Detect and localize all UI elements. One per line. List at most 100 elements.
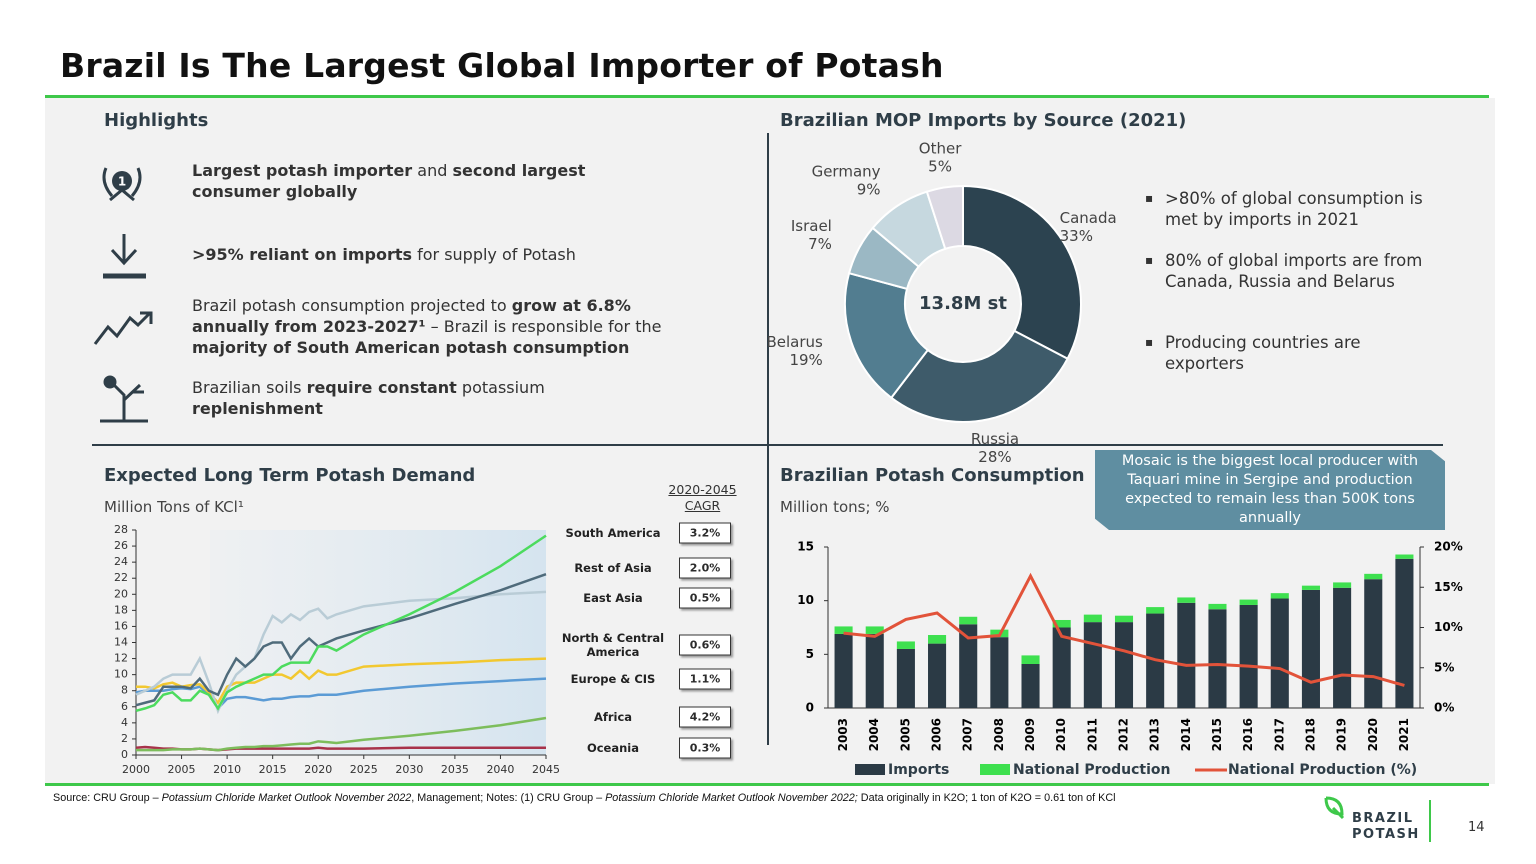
y2-tick-label: 15% bbox=[1434, 580, 1463, 594]
y-tick-label: 28 bbox=[114, 523, 128, 536]
bar bbox=[1146, 607, 1165, 614]
x-tick-label: 2004 bbox=[867, 718, 881, 751]
bar bbox=[1270, 593, 1289, 599]
x-tick-label: 2020 bbox=[1366, 718, 1380, 751]
slice-label: Canada bbox=[1060, 209, 1117, 227]
bullet: Producing countries are exporters bbox=[1145, 332, 1435, 374]
y-tick-label: 8 bbox=[121, 684, 128, 697]
x-tick-label: 2008 bbox=[992, 718, 1006, 751]
page-title: Brazil Is The Largest Global Importer of… bbox=[60, 46, 944, 85]
y-tick-label: 24 bbox=[114, 555, 128, 568]
y-tick-label: 0 bbox=[806, 701, 814, 715]
region-label: Oceania bbox=[586, 741, 640, 755]
slice-value: 28% bbox=[978, 448, 1011, 466]
bar bbox=[1301, 585, 1320, 590]
source-text: Data originally in K2O; 1 ton of K2O = 0… bbox=[857, 792, 1116, 804]
divider bbox=[45, 783, 1489, 786]
highlight-text: Brazil potash consumption projected to bbox=[192, 296, 512, 315]
donut-slice bbox=[962, 184, 1082, 361]
y2-tick-label: 10% bbox=[1434, 620, 1463, 634]
section-title: Expected Long Term Potash Demand bbox=[104, 465, 476, 486]
slice-label: Israel bbox=[791, 217, 832, 235]
highlight-text: majority of South American potash consum… bbox=[192, 338, 630, 357]
y-tick-label: 4 bbox=[121, 716, 128, 729]
y-tick-label: 20 bbox=[114, 587, 128, 600]
highlight-text: require constant bbox=[306, 378, 457, 397]
x-tick-label: 2005 bbox=[898, 718, 912, 751]
slice-value: 9% bbox=[857, 181, 881, 199]
slice-label: Germany bbox=[812, 163, 881, 181]
logo-icon bbox=[1324, 796, 1345, 820]
subtitle: Million tons; % bbox=[780, 498, 890, 516]
highlight-item: Largest potash importer and second large… bbox=[192, 160, 612, 202]
source-text: Potassium Chloride Market Outlook Novemb… bbox=[161, 792, 412, 804]
bar bbox=[1239, 599, 1258, 605]
source-text: Potassium Chloride Market Outlook Novemb… bbox=[605, 792, 858, 804]
x-tick-label: 2020 bbox=[304, 763, 332, 776]
x-tick-label: 2007 bbox=[961, 718, 975, 751]
region-label: Europe & CIS bbox=[570, 672, 656, 686]
x-tick-label: 2006 bbox=[930, 718, 944, 751]
series-line bbox=[135, 590, 547, 715]
cagr-value: 3.2% bbox=[679, 522, 731, 544]
bullet: 80% of global imports are from Canada, R… bbox=[1145, 250, 1435, 292]
y-tick-label: 14 bbox=[114, 636, 128, 649]
x-tick-label: 2015 bbox=[259, 763, 287, 776]
y-tick-label: 22 bbox=[114, 571, 128, 584]
divider bbox=[45, 95, 1489, 98]
bar bbox=[928, 635, 947, 644]
source-text: , Management; Notes: (1) CRU Group – bbox=[411, 792, 606, 804]
highlight-text: potassium bbox=[456, 378, 545, 397]
slice-value: 5% bbox=[928, 157, 952, 175]
bar bbox=[1395, 558, 1414, 708]
bar bbox=[1083, 622, 1102, 708]
highlight-item: >95% reliant on imports for supply of Po… bbox=[192, 244, 692, 265]
highlight-text: >95% reliant on imports bbox=[192, 245, 413, 264]
cagr-value: 0.6% bbox=[679, 634, 731, 656]
bar bbox=[1021, 655, 1040, 664]
bar bbox=[1333, 582, 1352, 588]
bar bbox=[1395, 554, 1414, 559]
y2-tick-label: 20% bbox=[1434, 540, 1463, 554]
y-tick-label: 26 bbox=[114, 539, 128, 552]
series-line bbox=[135, 534, 547, 713]
x-tick-label: 2014 bbox=[1179, 718, 1193, 751]
cagr-value: 4.2% bbox=[679, 706, 731, 728]
x-tick-label: 2010 bbox=[213, 763, 241, 776]
slice-value: 19% bbox=[789, 351, 822, 369]
slice-label: Other bbox=[919, 139, 962, 157]
bar bbox=[834, 633, 853, 708]
highlight-text: Brazilian soils bbox=[192, 378, 307, 397]
cagr-header: 2020-2045 CAGR bbox=[668, 482, 737, 513]
bar bbox=[896, 648, 915, 708]
bullet: >80% of global consumption is met by imp… bbox=[1145, 188, 1435, 230]
bar bbox=[1177, 602, 1196, 708]
highlight-text: – Brazil is responsible for the bbox=[425, 317, 662, 336]
x-tick-label: 2025 bbox=[350, 763, 378, 776]
highlight-item: Brazilian soils require constant potassi… bbox=[192, 377, 592, 419]
x-tick-label: 2000 bbox=[122, 763, 150, 776]
logo-text: POTASH bbox=[1352, 827, 1420, 842]
y2-tick-label: 5% bbox=[1434, 660, 1454, 674]
region-label: Rest of Asia bbox=[574, 561, 652, 575]
x-tick-label: 2013 bbox=[1148, 718, 1162, 751]
bar bbox=[959, 624, 978, 708]
y-tick-label: 12 bbox=[114, 652, 128, 665]
y-tick-label: 0 bbox=[121, 748, 128, 761]
section-title: Brazilian MOP Imports by Source (2021) bbox=[780, 110, 1187, 131]
cagr-value: 2.0% bbox=[679, 557, 731, 579]
bar bbox=[1083, 614, 1102, 623]
icons bbox=[93, 167, 153, 423]
icon-label: 1 bbox=[118, 175, 126, 189]
bar bbox=[1177, 597, 1196, 603]
x-tick-label: 2005 bbox=[168, 763, 196, 776]
bar bbox=[865, 633, 884, 708]
y2-tick-label: 0% bbox=[1434, 701, 1454, 715]
slice-label: Russia bbox=[971, 430, 1019, 448]
x-tick-label: 2035 bbox=[441, 763, 469, 776]
y-tick-label: 15 bbox=[797, 540, 814, 554]
x-tick-label: 2018 bbox=[1303, 718, 1317, 751]
logo-text: BRAZIL bbox=[1352, 811, 1414, 826]
highlight-text: grow at 6.8% annually from 2023-2027¹ bbox=[192, 296, 631, 336]
